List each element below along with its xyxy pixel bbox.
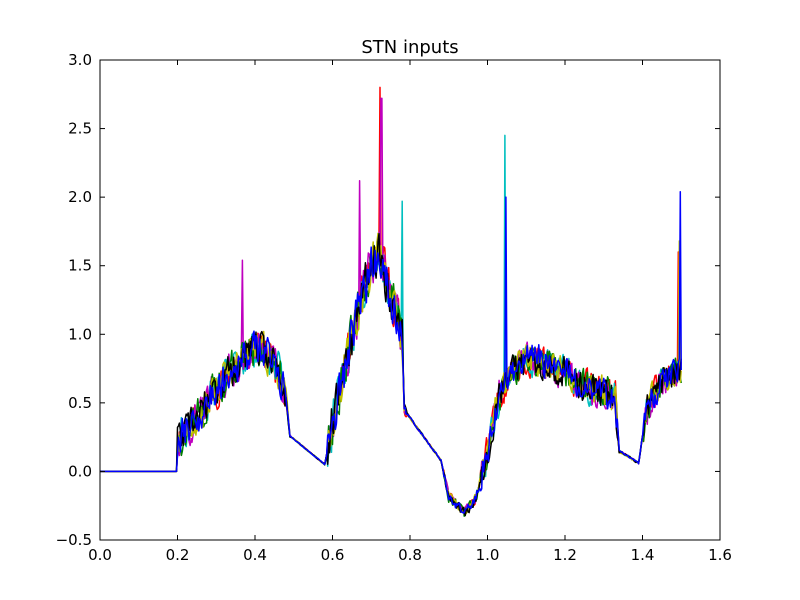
x-tick-label: 1.4 — [631, 546, 655, 564]
x-tick-label: 1.0 — [476, 546, 500, 564]
x-tick-label: 0.0 — [88, 546, 112, 564]
x-tick-label: 1.2 — [553, 546, 577, 564]
y-tick-label: 0.0 — [68, 462, 92, 480]
y-tick-label: 0.5 — [68, 394, 92, 412]
x-tick-label: 0.8 — [398, 546, 422, 564]
series-line-7 — [100, 190, 682, 514]
y-tick-label: −0.5 — [56, 531, 92, 549]
x-tick-label: 1.6 — [708, 546, 732, 564]
x-tick-label: 0.2 — [166, 546, 190, 564]
y-tick-label: 2.0 — [68, 188, 92, 206]
x-tick-label: 0.6 — [321, 546, 345, 564]
y-tick-label: 1.5 — [68, 257, 92, 275]
tick-layer: 0.0 0.2 0.4 0.6 0.8 1.0 1.2 1.4 1.6−0.50.00.51.0… — [56, 51, 732, 564]
y-tick-label: 1.0 — [68, 325, 92, 343]
x-tick-label: 0.4 — [243, 546, 267, 564]
y-tick-label: 3.0 — [68, 51, 92, 69]
series-layer — [100, 86, 682, 517]
chart-title: STN inputs — [361, 37, 458, 58]
y-tick-label: 2.5 — [68, 120, 92, 138]
plot-area — [100, 60, 720, 540]
